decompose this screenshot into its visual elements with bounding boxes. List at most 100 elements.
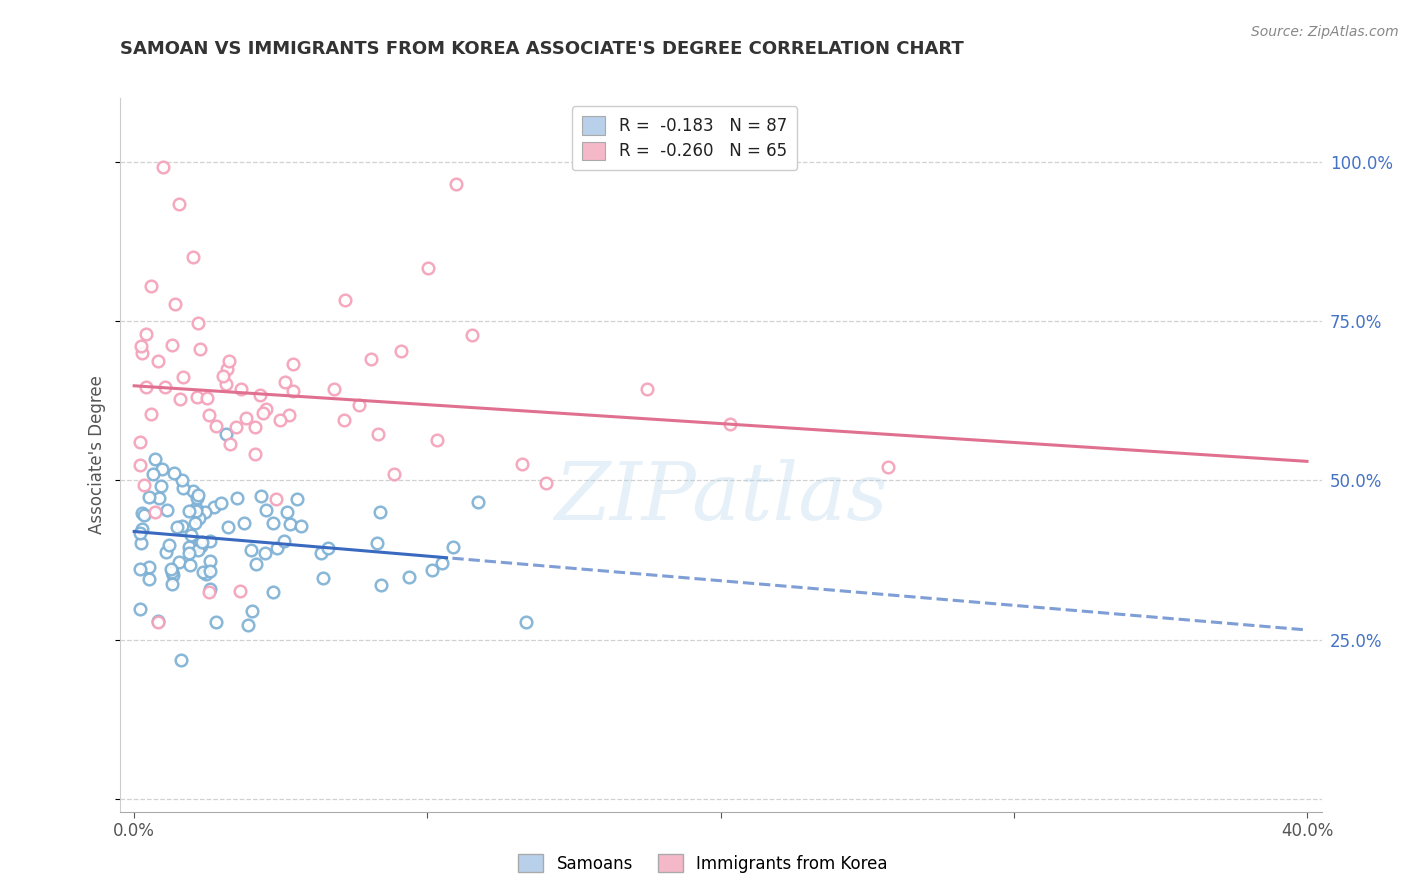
Point — [195, 391, 218, 405]
Point — [194, 567, 217, 582]
Point — [323, 382, 346, 396]
Point — [245, 447, 267, 461]
Point — [262, 585, 284, 599]
Point — [139, 407, 162, 421]
Point — [200, 533, 222, 548]
Point — [172, 481, 194, 495]
Y-axis label: Associate's Degree: Associate's Degree — [89, 376, 107, 534]
Point — [239, 542, 262, 557]
Point — [187, 543, 209, 558]
Point — [309, 545, 332, 559]
Point — [179, 546, 201, 560]
Point — [170, 653, 193, 667]
Point — [426, 433, 449, 447]
Point — [316, 541, 339, 556]
Point — [515, 615, 537, 630]
Point — [205, 418, 228, 433]
Point — [193, 565, 215, 579]
Point — [156, 502, 179, 516]
Point — [229, 583, 252, 598]
Point — [215, 427, 238, 442]
Point — [290, 519, 312, 533]
Point — [181, 250, 204, 264]
Point — [281, 357, 304, 371]
Point — [129, 339, 152, 353]
Point — [148, 615, 170, 629]
Point — [183, 484, 205, 499]
Point — [143, 505, 166, 519]
Point — [198, 564, 221, 578]
Point — [191, 534, 214, 549]
Point — [135, 379, 157, 393]
Point — [253, 546, 276, 560]
Point — [389, 343, 412, 358]
Point — [150, 462, 173, 476]
Point — [163, 466, 186, 480]
Point — [138, 490, 160, 504]
Point — [332, 413, 354, 427]
Point — [184, 516, 207, 531]
Point — [430, 556, 453, 570]
Text: SAMOAN VS IMMIGRANTS FROM KOREA ASSOCIATE'S DEGREE CORRELATION CHART: SAMOAN VS IMMIGRANTS FROM KOREA ASSOCIAT… — [120, 40, 963, 58]
Point — [202, 500, 225, 514]
Point — [240, 604, 263, 618]
Point — [278, 408, 301, 422]
Point — [382, 467, 405, 482]
Point — [269, 413, 291, 427]
Point — [219, 437, 242, 451]
Point — [347, 398, 370, 412]
Point — [160, 576, 183, 591]
Point — [636, 382, 658, 396]
Point — [129, 602, 152, 616]
Point — [157, 538, 180, 552]
Point — [278, 516, 301, 531]
Point — [226, 491, 249, 505]
Point — [167, 197, 190, 211]
Point — [467, 494, 489, 508]
Point — [160, 562, 183, 576]
Point — [129, 435, 152, 450]
Point — [274, 375, 297, 389]
Point — [217, 520, 239, 534]
Point — [170, 519, 193, 533]
Point — [335, 293, 357, 308]
Point — [131, 523, 153, 537]
Point — [252, 407, 274, 421]
Point — [155, 545, 177, 559]
Point — [233, 516, 256, 530]
Point — [170, 473, 193, 487]
Point — [217, 361, 239, 376]
Point — [398, 570, 420, 584]
Point — [250, 489, 273, 503]
Point — [162, 567, 184, 582]
Point — [138, 572, 160, 586]
Point — [177, 541, 200, 555]
Point — [131, 506, 153, 520]
Point — [877, 460, 900, 475]
Point — [142, 467, 165, 482]
Point — [262, 516, 284, 531]
Point — [249, 388, 271, 402]
Point — [135, 327, 157, 342]
Point — [152, 160, 174, 174]
Point — [367, 427, 389, 442]
Point — [287, 491, 309, 506]
Point — [129, 536, 152, 550]
Point — [443, 541, 465, 555]
Point — [179, 504, 201, 518]
Text: Source: ZipAtlas.com: Source: ZipAtlas.com — [1251, 25, 1399, 39]
Point — [179, 558, 201, 572]
Point — [194, 506, 217, 520]
Point — [209, 496, 232, 510]
Point — [131, 346, 153, 360]
Point — [204, 615, 226, 629]
Point — [370, 578, 392, 592]
Point — [273, 534, 295, 549]
Point — [180, 528, 202, 542]
Point — [169, 392, 191, 406]
Point — [536, 475, 558, 490]
Point — [132, 508, 155, 522]
Point — [132, 478, 155, 492]
Point — [129, 526, 152, 541]
Point — [184, 504, 207, 518]
